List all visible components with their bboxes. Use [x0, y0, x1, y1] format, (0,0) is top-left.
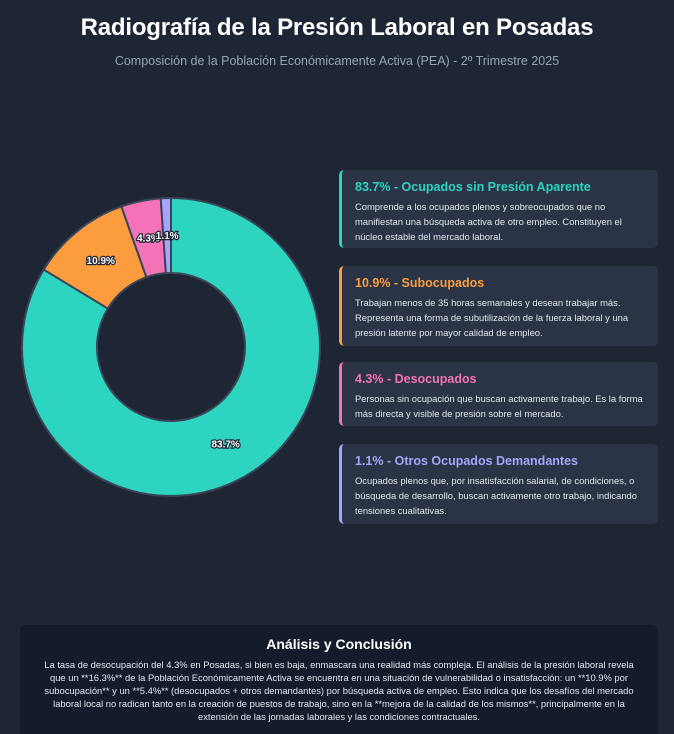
card-description: Comprende a los ocupados plenos y sobreo… [355, 201, 622, 242]
card-otros-demandantes: 1.1% - Otros Ocupados Demandantes Ocupad… [339, 444, 658, 524]
card-description: Personas sin ocupación que buscan activa… [355, 393, 643, 419]
slice-label-1: 83.7% [211, 440, 239, 451]
analysis-panel: Análisis y Conclusión La tasa de desocup… [20, 625, 658, 734]
card-title: 83.7% - Ocupados sin Presión Aparente [355, 180, 591, 194]
analysis-title: Análisis y Conclusión [266, 636, 412, 652]
page-subtitle: Composición de la Población Económicamen… [114, 54, 560, 68]
slice-label-2: 10.9% [87, 256, 115, 267]
card-subocupados: 10.9% - Subocupados Trabajan menos de 35… [339, 266, 658, 346]
donut-chart-svg: 83.7% 10.9% 4.3%1.1% [21, 196, 321, 497]
page-title: Radiografía de la Presión Laboral en Pos… [80, 14, 594, 41]
card-description: Ocupados plenos que, por insatisfacción … [355, 475, 637, 516]
donut-slice-4[interactable] [159, 196, 172, 275]
slice-label-4: 1.1% [156, 231, 179, 242]
donut-slice-1[interactable] [21, 196, 321, 497]
card-title: 1.1% - Otros Ocupados Demandantes [355, 454, 578, 468]
card-title: 4.3% - Desocupados [355, 372, 477, 386]
slice-label-3: 4.3% [137, 233, 160, 244]
donut-slice-labels: 83.7% 10.9% 4.3%1.1% [85, 230, 241, 452]
donut-chart: 83.7% 10.9% 4.3% 1.1% [20, 196, 322, 498]
card-desocupados: 4.3% - Desocupados Personas sin ocupació… [339, 362, 658, 426]
card-description: Trabajan menos de 35 horas semanales y d… [355, 297, 629, 338]
card-ocupados-sin-presion: 83.7% - Ocupados sin Presión Aparente Co… [339, 170, 658, 248]
donut-slices [21, 196, 321, 497]
analysis-text: La tasa de desocupación del 4.3% en Posa… [44, 659, 634, 722]
card-title: 10.9% - Subocupados [355, 276, 485, 290]
